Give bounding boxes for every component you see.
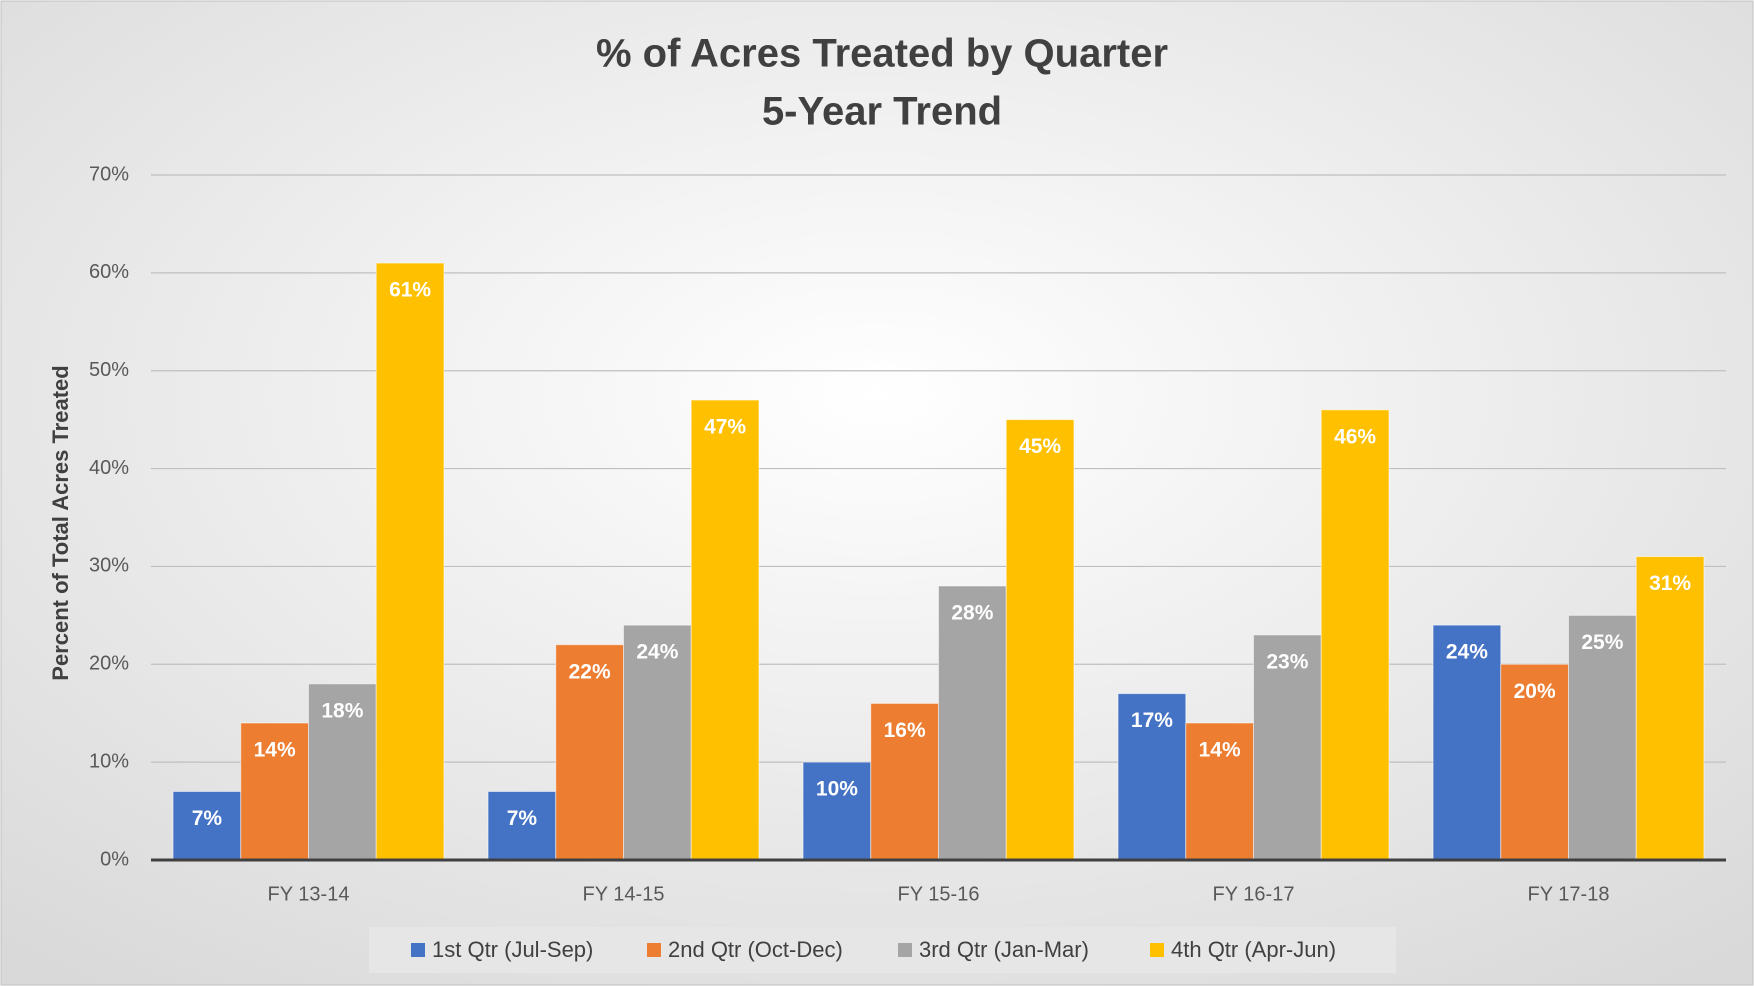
bar [623,624,692,861]
bar [1185,722,1255,861]
data-label: 7% [192,807,223,830]
chart-subtitle: 5-Year Trend [762,90,1002,134]
y-tick-label: 10% [89,750,129,772]
legend-label: 3rd Qtr (Jan-Mar) [919,937,1089,962]
bar [375,262,445,861]
legend-swatch [411,943,425,957]
bar [690,399,760,861]
data-label: 45% [1019,435,1061,458]
y-tick-label: 30% [89,555,129,577]
data-label: 23% [1266,650,1308,673]
bar [1635,556,1705,861]
bar [308,683,377,861]
legend-label: 1st Qtr (Jul-Sep) [432,937,593,962]
data-label: 28% [951,602,993,625]
y-axis-label: Percent of Total Acres Treated [48,365,73,680]
data-label: 22% [569,660,611,683]
bar [1500,663,1570,861]
y-tick-label: 40% [89,457,129,479]
data-label: 17% [1131,709,1173,732]
bar [487,791,557,861]
x-tick-label: FY 15-16 [898,883,980,905]
y-tick-label: 20% [89,653,129,675]
data-label: 61% [389,279,431,302]
bar [1568,614,1637,861]
data-label: 20% [1514,680,1556,703]
bar [870,702,940,861]
bar [1432,624,1502,861]
data-label: 46% [1334,425,1376,448]
data-label: 14% [254,739,296,762]
data-label: 7% [507,807,538,830]
x-tick-label: FY 17-18 [1528,883,1610,905]
bar [555,644,625,861]
y-tick-label: 0% [100,848,129,870]
data-label: 31% [1649,572,1691,595]
bar [938,585,1007,861]
bar [240,722,309,861]
data-label: 18% [321,699,363,722]
data-label: 47% [704,416,746,439]
x-tick-label: FY 16-17 [1213,883,1295,905]
data-label: 25% [1581,631,1623,654]
bar [1005,419,1075,861]
legend-label: 4th Qtr (Apr-Jun) [1171,937,1336,962]
bar [1320,409,1390,861]
data-label: 24% [1446,641,1488,664]
bar [172,791,242,861]
x-tick-label: FY 13-14 [268,883,350,905]
y-tick-label: 60% [89,261,129,283]
bar [1117,693,1187,861]
data-label: 24% [636,641,678,664]
legend-swatch [1150,943,1164,957]
bar [1253,634,1322,861]
data-label: 10% [816,778,858,801]
chart-title: % of Acres Treated by Quarter [596,32,1168,76]
legend-label: 2nd Qtr (Oct-Dec) [668,937,843,962]
y-tick-label: 50% [89,359,129,381]
x-tick-label: FY 14-15 [583,883,665,905]
data-label: 14% [1199,739,1241,762]
data-label: 16% [884,719,926,742]
legend-swatch [898,943,912,957]
legend-swatch [647,943,661,957]
legend [369,927,1396,973]
y-tick-label: 70% [89,163,129,185]
